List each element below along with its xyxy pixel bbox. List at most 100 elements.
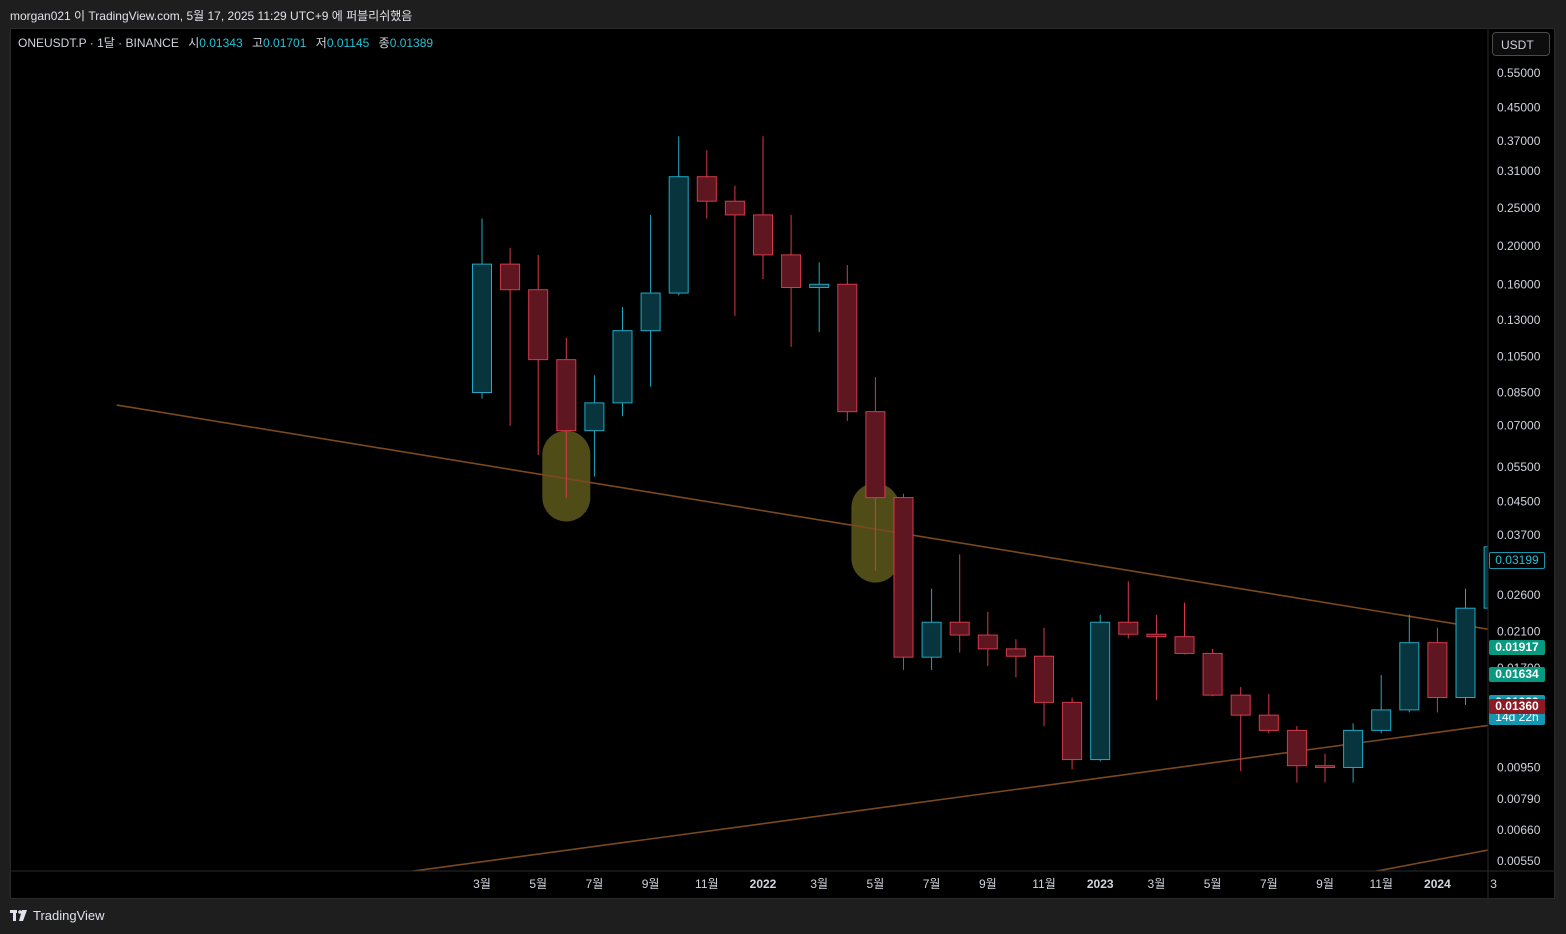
y-tick-label: 0.08500: [1497, 386, 1541, 400]
y-tick-label: 0.13000: [1497, 313, 1541, 327]
open-value: 0.01343: [199, 36, 243, 50]
candle-body: [472, 263, 492, 394]
candle-body: [837, 283, 858, 413]
candle-body: [1258, 714, 1279, 731]
y-tick-label: 0.55000: [1497, 66, 1541, 80]
close-label: 종: [378, 36, 390, 50]
candle-body: [1427, 642, 1448, 699]
currency-button[interactable]: USDT: [1492, 32, 1550, 56]
high-value: 0.01701: [263, 36, 307, 50]
y-tick-label: 0.04500: [1497, 494, 1541, 508]
price-badge-value: 0.01360: [1495, 698, 1539, 713]
x-tick-label: 3: [1490, 877, 1497, 891]
x-tick-label: 9월: [642, 877, 660, 891]
candle-body: [612, 330, 633, 404]
y-tick-label: 0.37000: [1497, 134, 1541, 148]
candle-body: [584, 402, 605, 432]
y-tick-label: 0.05500: [1497, 460, 1541, 474]
x-tick-label: 5월: [867, 877, 885, 891]
y-tick-label: 0.03700: [1497, 528, 1541, 542]
y-tick-label: 0.16000: [1497, 277, 1541, 291]
x-tick-label: 9월: [979, 877, 997, 891]
candle-body: [949, 621, 970, 636]
price-badge: 0.01360: [1489, 698, 1545, 714]
candle-body: [1315, 765, 1335, 768]
publish-caption-bar: morgan021 이 TradingView.com, 5월 17, 2025…: [0, 0, 1566, 28]
candle-body: [528, 289, 549, 361]
candle-body: [753, 214, 773, 256]
low-label: 저: [315, 36, 327, 50]
high-label: 고: [251, 36, 264, 50]
candle-body: [1146, 633, 1167, 638]
x-tick-label: 5월: [529, 877, 547, 891]
trendline-2: [1372, 849, 1488, 871]
candle-body: [1034, 655, 1054, 703]
price-badge: 0.03199: [1489, 552, 1545, 570]
tradingview-brand[interactable]: TradingView: [10, 908, 105, 923]
candle-body: [1343, 729, 1364, 768]
brand-name: TradingView: [33, 908, 105, 923]
low-value: 0.01145: [326, 36, 370, 50]
tradingview-logo-icon: [10, 909, 27, 921]
candle-body: [1455, 607, 1476, 699]
candle-body: [893, 497, 914, 658]
symbol-legend: ONEUSDT.P · 1달 · BINANCE 시0.01343 고0.017…: [18, 34, 433, 51]
candle-body: [1202, 652, 1223, 696]
candle-body: [640, 292, 661, 332]
y-tick-label: 0.25000: [1497, 201, 1541, 215]
candle-body: [500, 263, 521, 291]
candle-body: [781, 254, 802, 289]
candle-body: [724, 200, 745, 216]
y-tick-label: 0.07000: [1497, 419, 1541, 433]
price-badge: 0.01917: [1489, 639, 1545, 655]
candle-body: [1118, 621, 1139, 635]
x-tick-label: 3월: [810, 877, 828, 891]
y-tick-label: 0.31000: [1497, 164, 1541, 178]
candle-body: [668, 176, 689, 294]
trendline-0: [116, 404, 1488, 631]
candle-body: [1230, 694, 1251, 716]
candle-body: [1090, 621, 1111, 761]
x-tick-label: 3월: [1148, 877, 1166, 891]
close-value: 0.01389: [389, 36, 434, 50]
candle-body: [809, 283, 830, 289]
candle-body: [1062, 701, 1083, 761]
y-tick-label: 0.10500: [1497, 349, 1541, 363]
x-tick-label: 11월: [695, 877, 719, 891]
y-tick-label: 0.45000: [1497, 100, 1541, 114]
y-tick-label: 0.00550: [1497, 854, 1541, 868]
x-tick-label: 7월: [1260, 877, 1278, 891]
candle-body: [696, 176, 717, 202]
footer-bar: TradingView: [0, 900, 1566, 934]
candle-body: [1399, 642, 1420, 711]
price-badge-value: 0.01634: [1495, 667, 1539, 682]
price-badge: 0.01634: [1489, 667, 1545, 683]
plot-area: [116, 136, 1488, 871]
x-tick-label: 7월: [586, 877, 604, 891]
candle-body: [977, 634, 998, 650]
candle-body: [921, 621, 942, 658]
price-badge-value: 0.01917: [1495, 639, 1539, 654]
x-tick-label: 7월: [923, 877, 941, 891]
candle-body: [865, 411, 886, 499]
x-tick-label: 2022: [750, 877, 777, 891]
publish-caption: morgan021 이 TradingView.com, 5월 17, 2025…: [10, 9, 413, 23]
open-label: 시: [188, 36, 200, 50]
y-tick-label: 0.02600: [1497, 588, 1541, 602]
x-tick-label: 11월: [1032, 877, 1056, 891]
x-tick-label: 11월: [1369, 877, 1393, 891]
x-tick-label: 5월: [1204, 877, 1222, 891]
x-tick-label: 2023: [1087, 877, 1114, 891]
trendline-1: [407, 724, 1488, 871]
candle-body: [1286, 729, 1307, 767]
y-tick-label: 0.00660: [1497, 823, 1541, 837]
symbol-info: ONEUSDT.P · 1달 · BINANCE: [18, 36, 179, 50]
y-tick-label: 0.20000: [1497, 239, 1541, 253]
candle-body: [556, 359, 577, 432]
candle-body: [1174, 636, 1195, 654]
x-tick-label: 9월: [1316, 877, 1334, 891]
candle-body: [1483, 546, 1488, 609]
x-tick-label: 3월: [473, 877, 491, 891]
y-tick-label: 0.00790: [1497, 792, 1541, 806]
